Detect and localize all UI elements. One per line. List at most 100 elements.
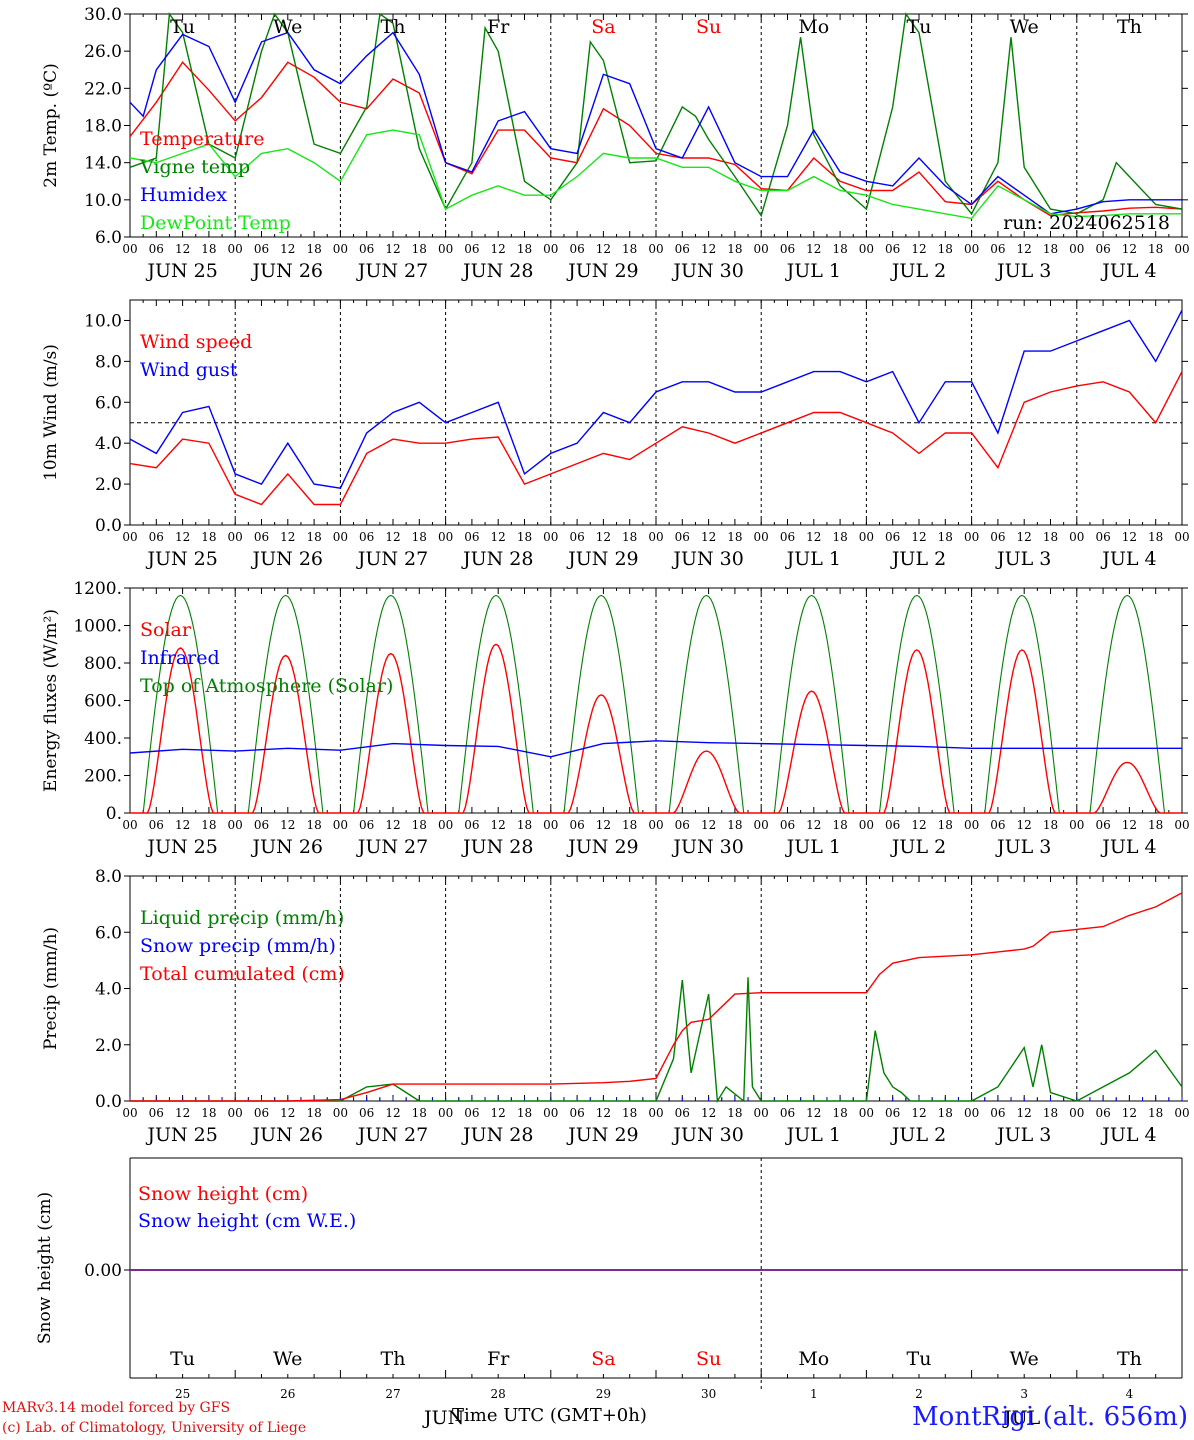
date-label: JUL 3 (995, 260, 1051, 282)
hour-label: 12 (491, 1106, 506, 1120)
weekday-label: Tu (907, 16, 932, 38)
hour-label: 06 (990, 242, 1005, 256)
series-line (129, 12, 1183, 218)
date-label: JUL 1 (785, 260, 841, 282)
hour-label: 00 (228, 818, 243, 832)
hour-label: 12 (1017, 530, 1032, 544)
hour-label: 00 (859, 1106, 874, 1120)
hour-label: 00 (648, 530, 663, 544)
hour-label: 18 (1043, 818, 1058, 832)
hour-label: 06 (780, 1106, 795, 1120)
weekday-label: We (273, 16, 302, 38)
infrared-line (129, 740, 1182, 758)
weekday-label: Th (381, 16, 406, 38)
y-axis-label: 10m Wind (m/s) (41, 344, 61, 481)
series-line (129, 371, 1183, 506)
hour-label: 06 (675, 818, 690, 832)
panel-3-frame (129, 587, 1183, 814)
hour-label: 18 (727, 242, 742, 256)
station-name: MontRigi (alt. 656m) (912, 1402, 1188, 1432)
weekday-label: Mo (798, 1348, 829, 1370)
hour-label: 12 (385, 242, 400, 256)
y-tick-label: 6.0 (95, 923, 122, 943)
hour-label: 06 (885, 818, 900, 832)
date-label: JUN 27 (356, 1124, 428, 1146)
hour-label: 00 (438, 818, 453, 832)
weekday-label: Sa (591, 1348, 615, 1370)
date-label: JUL 2 (890, 548, 946, 570)
date-label: JUN 25 (145, 1124, 217, 1146)
hour-label: 00 (1174, 530, 1189, 544)
hour-label: 06 (990, 530, 1005, 544)
series-line (129, 31, 1182, 215)
date-label: JUN 25 (145, 548, 217, 570)
hour-label: 18 (201, 242, 216, 256)
y-tick-label: 800. (84, 654, 122, 674)
date-label: JUN 29 (566, 1124, 638, 1146)
legend-entry: Top of Atmosphere (Solar) (140, 675, 393, 697)
hour-label: 06 (254, 818, 269, 832)
hour-label: 18 (517, 530, 532, 544)
y-tick-label: 22.0 (84, 79, 122, 99)
hour-label: 06 (1095, 530, 1110, 544)
hour-label: 18 (622, 1106, 637, 1120)
hour-label: 00 (228, 242, 243, 256)
legend-entry: Wind gust (140, 359, 238, 381)
y-tick-label: 4.0 (95, 434, 122, 454)
hour-label: 06 (569, 1106, 584, 1120)
weekday-label: Th (381, 1348, 406, 1370)
hour-label: 18 (201, 818, 216, 832)
series-line (129, 129, 1182, 220)
legend-entry: Snow precip (mm/h) (140, 935, 336, 957)
lab-credit: (c) Lab. of Climatology, University of L… (2, 1420, 307, 1436)
date-label: JUN 26 (251, 1124, 323, 1146)
hour-label: 06 (885, 1106, 900, 1120)
hour-label: 12 (385, 818, 400, 832)
hour-label: 18 (727, 1106, 742, 1120)
y-tick-label: 0.0 (95, 516, 122, 536)
day-number: 29 (596, 1387, 611, 1401)
date-label: JUN 30 (671, 260, 743, 282)
hour-label: 00 (122, 530, 137, 544)
solar-line (130, 643, 1182, 814)
hour-label: 12 (911, 530, 926, 544)
hour-label: 00 (438, 1106, 453, 1120)
hour-label: 18 (306, 530, 321, 544)
hour-label: 12 (596, 1106, 611, 1120)
day-number: 1 (810, 1387, 818, 1401)
hour-label: 00 (1174, 242, 1189, 256)
hour-label: 06 (149, 818, 164, 832)
legend-entry: Infrared (140, 647, 220, 669)
date-label: JUL 3 (995, 1124, 1051, 1146)
hour-label: 12 (911, 242, 926, 256)
hour-label: 06 (254, 530, 269, 544)
hour-label: 18 (832, 818, 847, 832)
hour-label: 06 (780, 818, 795, 832)
date-label: JUN 29 (566, 260, 638, 282)
hour-label: 18 (1148, 1106, 1163, 1120)
date-label: JUL 1 (785, 548, 841, 570)
hour-label: 18 (832, 1106, 847, 1120)
legend-entry: Solar (140, 619, 192, 641)
hour-label: 06 (569, 818, 584, 832)
y-tick-label: 10.0 (84, 311, 122, 331)
date-label: JUL 4 (1100, 1124, 1156, 1146)
legend-entry: Total cumulated (cm) (140, 963, 345, 985)
hour-label: 18 (201, 530, 216, 544)
hour-label: 06 (780, 242, 795, 256)
date-label: JUL 3 (995, 836, 1051, 858)
hour-label: 12 (1122, 1106, 1137, 1120)
hour-label: 00 (333, 242, 348, 256)
hour-label: 06 (149, 242, 164, 256)
hour-label: 18 (306, 818, 321, 832)
hour-label: 18 (622, 530, 637, 544)
panel-1-frame (129, 13, 1183, 238)
date-label: JUN 26 (251, 260, 323, 282)
hour-label: 06 (1095, 818, 1110, 832)
date-label: JUL 2 (890, 1124, 946, 1146)
hour-label: 18 (517, 1106, 532, 1120)
date-label: JUN 30 (671, 836, 743, 858)
date-label: JUN 30 (671, 548, 743, 570)
date-label: JUN 25 (145, 836, 217, 858)
